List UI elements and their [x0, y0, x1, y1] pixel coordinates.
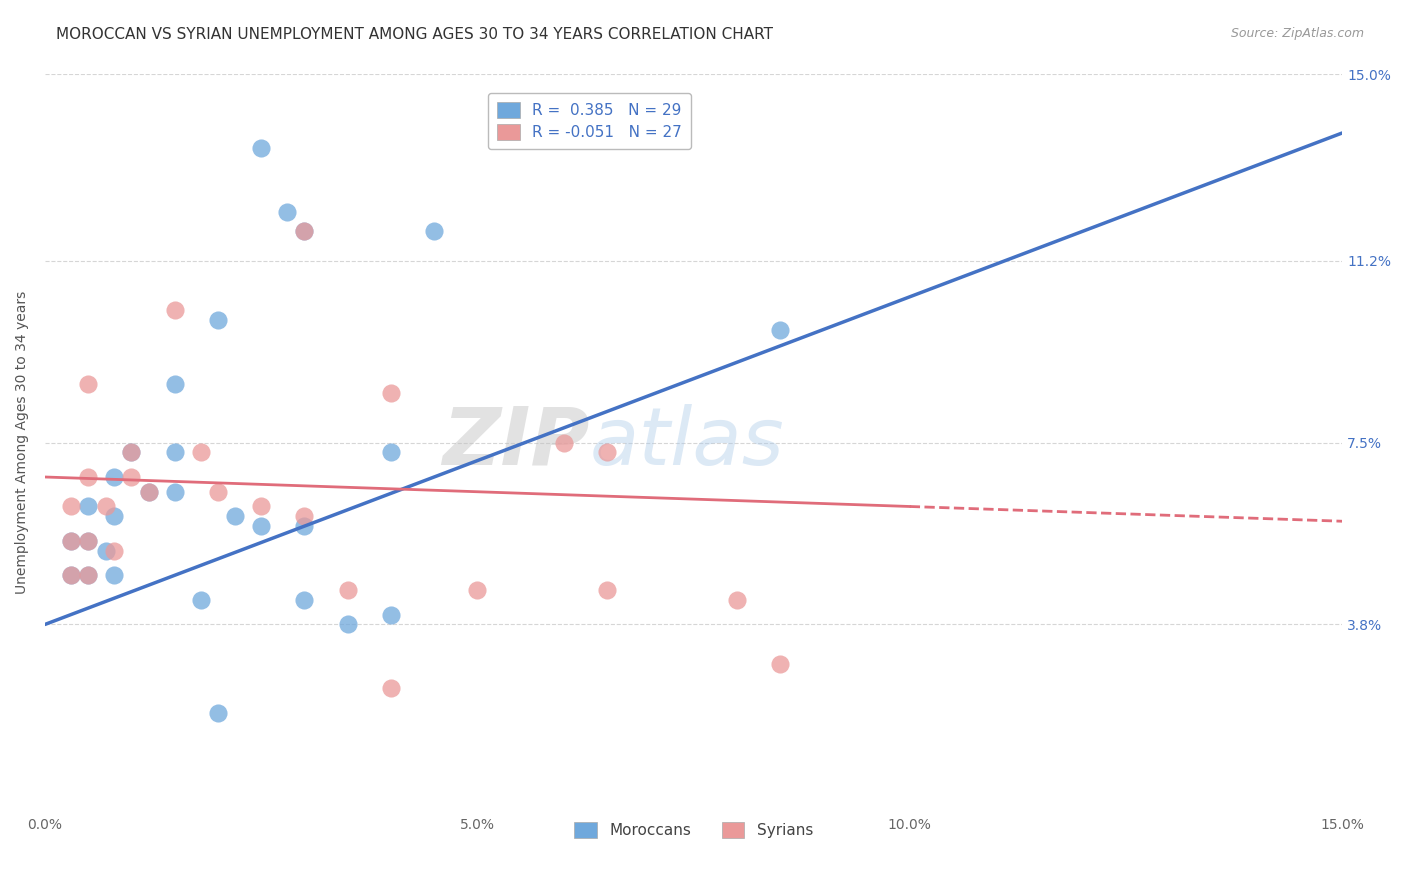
Point — [138, 484, 160, 499]
Point — [138, 484, 160, 499]
Point — [294, 509, 316, 524]
Text: MOROCCAN VS SYRIAN UNEMPLOYMENT AMONG AGES 30 TO 34 YEARS CORRELATION CHART: MOROCCAN VS SYRIAN UNEMPLOYMENT AMONG AG… — [56, 27, 773, 42]
Point — [163, 484, 186, 499]
Point — [163, 376, 186, 391]
Text: ZIP: ZIP — [443, 403, 589, 482]
Point — [207, 706, 229, 720]
Point — [380, 681, 402, 696]
Point — [294, 224, 316, 238]
Point — [190, 592, 212, 607]
Point — [769, 322, 792, 336]
Point — [163, 302, 186, 317]
Point — [294, 224, 316, 238]
Point — [103, 543, 125, 558]
Y-axis label: Unemployment Among Ages 30 to 34 years: Unemployment Among Ages 30 to 34 years — [15, 291, 30, 594]
Legend: Moroccans, Syrians: Moroccans, Syrians — [568, 816, 820, 844]
Point — [423, 224, 446, 238]
Point — [59, 568, 82, 582]
Point — [250, 519, 273, 533]
Point — [380, 386, 402, 401]
Point — [207, 312, 229, 326]
Point — [276, 204, 298, 219]
Point — [250, 141, 273, 155]
Point — [336, 617, 359, 632]
Point — [77, 533, 100, 548]
Point — [94, 500, 117, 514]
Point — [553, 435, 575, 450]
Point — [336, 582, 359, 597]
Point — [120, 470, 142, 484]
Point — [163, 445, 186, 459]
Point — [294, 519, 316, 533]
Point — [77, 500, 100, 514]
Point — [59, 533, 82, 548]
Point — [467, 582, 489, 597]
Point — [59, 533, 82, 548]
Point — [103, 470, 125, 484]
Point — [77, 533, 100, 548]
Point — [596, 582, 619, 597]
Point — [77, 376, 100, 391]
Point — [103, 568, 125, 582]
Point — [120, 445, 142, 459]
Point — [59, 500, 82, 514]
Point — [596, 445, 619, 459]
Point — [250, 500, 273, 514]
Point — [725, 592, 748, 607]
Point — [380, 607, 402, 622]
Point — [380, 445, 402, 459]
Text: atlas: atlas — [589, 403, 785, 482]
Point — [94, 543, 117, 558]
Point — [294, 592, 316, 607]
Point — [103, 509, 125, 524]
Text: Source: ZipAtlas.com: Source: ZipAtlas.com — [1230, 27, 1364, 40]
Point — [77, 568, 100, 582]
Point — [59, 568, 82, 582]
Point — [77, 470, 100, 484]
Point — [769, 657, 792, 671]
Point — [190, 445, 212, 459]
Point — [77, 568, 100, 582]
Point — [120, 445, 142, 459]
Point — [224, 509, 246, 524]
Point — [207, 484, 229, 499]
